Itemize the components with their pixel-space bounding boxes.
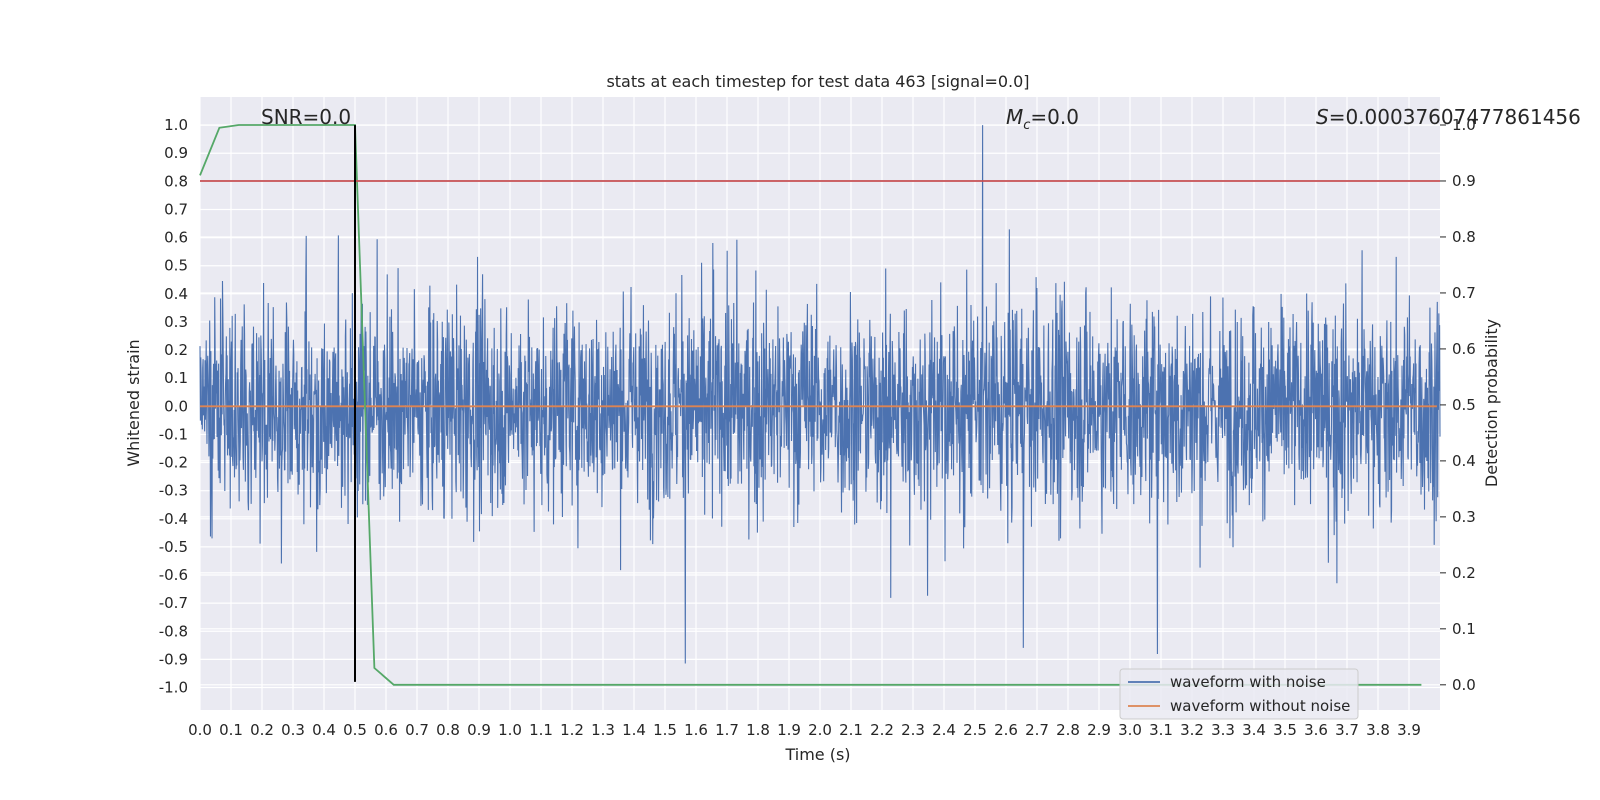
chirp-mass-annotation: Mc=0.0 bbox=[1006, 105, 1079, 133]
y-tick-label-right: 0.2 bbox=[1452, 564, 1476, 582]
y-tick-label-left: 0.3 bbox=[164, 313, 188, 331]
y-tick-label-left: -0.3 bbox=[159, 482, 188, 500]
snr-annotation: SNR=0.0 bbox=[261, 105, 351, 129]
x-tick-label: 3.7 bbox=[1335, 721, 1359, 739]
legend: waveform with noise waveform without noi… bbox=[1119, 668, 1359, 720]
y-tick-label-left: 0.4 bbox=[164, 285, 188, 303]
x-tick-label: 2.3 bbox=[901, 721, 925, 739]
y-tick-label-left: -1.0 bbox=[159, 679, 188, 697]
x-tick-label: 2.0 bbox=[808, 721, 832, 739]
x-tick-label: 1.3 bbox=[591, 721, 615, 739]
x-tick-label: 3.4 bbox=[1242, 721, 1266, 739]
x-tick-label: 3.1 bbox=[1149, 721, 1173, 739]
x-tick-label: 0.9 bbox=[467, 721, 491, 739]
x-tick-label: 2.9 bbox=[1087, 721, 1111, 739]
chirp-mass-subscript: c bbox=[1023, 118, 1030, 133]
s-value: =0.00037607477861456 bbox=[1329, 105, 1581, 129]
y-tick-label-left: 0.5 bbox=[164, 257, 188, 275]
chart-title: stats at each timestep for test data 463… bbox=[606, 72, 1029, 91]
s-symbol: S bbox=[1316, 105, 1329, 129]
lines-layer bbox=[199, 124, 1440, 686]
x-tick-label: 1.8 bbox=[746, 721, 770, 739]
x-tick-label: 2.1 bbox=[839, 721, 863, 739]
legend-label-clean: waveform without noise bbox=[1170, 697, 1350, 715]
y-tick-label-right: 0.4 bbox=[1452, 452, 1476, 470]
y-tick-label-left: 0.7 bbox=[164, 200, 188, 218]
x-tick-label: 3.2 bbox=[1180, 721, 1204, 739]
y-tick-label-right: 0.3 bbox=[1452, 508, 1476, 526]
y-tick-label-right: 0.5 bbox=[1452, 396, 1476, 414]
chirp-mass-symbol: M bbox=[1006, 105, 1023, 129]
x-tick-label: 3.6 bbox=[1304, 721, 1328, 739]
x-tick-label: 3.0 bbox=[1118, 721, 1142, 739]
y-tick-label-left: 1.0 bbox=[164, 116, 188, 134]
chirp-mass-value: =0.0 bbox=[1030, 105, 1079, 129]
x-tick-label: 0.4 bbox=[312, 721, 336, 739]
s-annotation: S=0.00037607477861456 bbox=[1316, 105, 1581, 129]
legend-box bbox=[1119, 668, 1359, 720]
y-tick-label-left: 0.6 bbox=[164, 229, 188, 247]
y-tick-label-right: 0.8 bbox=[1452, 228, 1476, 246]
x-tick-label: 1.9 bbox=[777, 721, 801, 739]
legend-label-noise: waveform with noise bbox=[1170, 673, 1326, 691]
x-tick-label: 2.7 bbox=[1025, 721, 1049, 739]
y-tick-label-left: -0.5 bbox=[159, 538, 188, 556]
x-tick-label: 0.3 bbox=[281, 721, 305, 739]
y-tick-label-right: 1.0 bbox=[1452, 116, 1476, 134]
y-tick-label-left: -0.8 bbox=[159, 622, 188, 640]
y-tick-label-right: 0.9 bbox=[1452, 172, 1476, 190]
x-tick-label: 3.3 bbox=[1211, 721, 1235, 739]
x-tick-label: 3.9 bbox=[1397, 721, 1421, 739]
x-tick-label: 0.7 bbox=[405, 721, 429, 739]
y-axis-label-right: Detection probability bbox=[1482, 319, 1501, 487]
x-tick-label: 1.4 bbox=[622, 721, 646, 739]
x-tick-label: 0.5 bbox=[343, 721, 367, 739]
x-tick-label: 1.0 bbox=[498, 721, 522, 739]
y-tick-label-left: 0.9 bbox=[164, 144, 188, 162]
y-tick-label-right: 0.0 bbox=[1452, 676, 1476, 694]
y-tick-label-left: -0.7 bbox=[159, 594, 188, 612]
x-tick-label: 2.4 bbox=[932, 721, 956, 739]
x-tick-label: 3.8 bbox=[1366, 721, 1390, 739]
ticks-layer: 0.0 0.1 0.2 0.3 0.4 0.5 0.6 0.7 0.8 0.9 1.0 1.1 1.2 1… bbox=[159, 116, 1476, 739]
x-tick-label: 2.5 bbox=[963, 721, 987, 739]
x-tick-label: 1.2 bbox=[560, 721, 584, 739]
x-tick-label: 0.8 bbox=[436, 721, 460, 739]
x-tick-label: 2.6 bbox=[994, 721, 1018, 739]
x-tick-label: 0.1 bbox=[219, 721, 243, 739]
y-tick-label-left: -0.1 bbox=[159, 425, 188, 443]
x-tick-label: 2.2 bbox=[870, 721, 894, 739]
y-tick-label-left: -0.6 bbox=[159, 566, 188, 584]
y-tick-label-left: 0.0 bbox=[164, 397, 188, 415]
x-axis-label: Time (s) bbox=[784, 745, 850, 764]
y-tick-label-right: 0.6 bbox=[1452, 340, 1476, 358]
y-tick-label-left: 0.2 bbox=[164, 341, 188, 359]
y-tick-label-left: 0.1 bbox=[164, 369, 188, 387]
x-tick-label: 0.6 bbox=[374, 721, 398, 739]
y-tick-label-left: -0.2 bbox=[159, 454, 188, 472]
x-tick-label: 0.0 bbox=[188, 721, 212, 739]
y-tick-label-left: 0.8 bbox=[164, 172, 188, 190]
x-tick-label: 1.5 bbox=[653, 721, 677, 739]
y-axis-label-left: Whitened strain bbox=[124, 339, 143, 466]
y-tick-label-left: -0.4 bbox=[159, 510, 188, 528]
x-tick-label: 1.1 bbox=[529, 721, 553, 739]
y-tick-label-right: 0.7 bbox=[1452, 284, 1476, 302]
x-tick-label: 3.5 bbox=[1273, 721, 1297, 739]
x-tick-label: 2.8 bbox=[1056, 721, 1080, 739]
y-tick-label-right: 0.1 bbox=[1452, 620, 1476, 638]
x-tick-label: 0.2 bbox=[250, 721, 274, 739]
detection-probability-line bbox=[199, 124, 1422, 686]
x-tick-label: 1.6 bbox=[684, 721, 708, 739]
x-tick-label: 1.7 bbox=[715, 721, 739, 739]
y-tick-label-left: -0.9 bbox=[159, 650, 188, 668]
